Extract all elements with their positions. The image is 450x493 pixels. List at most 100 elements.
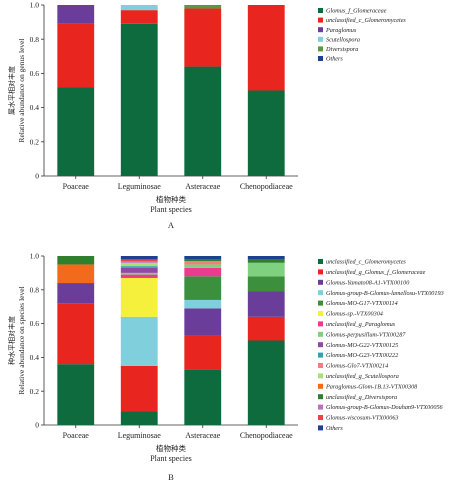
bar-segment[interactable] [120,277,158,317]
legend-item[interactable]: Glomus_f_Glomeraceae [318,8,387,15]
bar-segment[interactable] [247,291,285,317]
legend-swatch [318,36,323,42]
bar-segment[interactable] [247,256,285,260]
legend-item[interactable]: Glomus-MO-G22-VTX00125 [318,342,398,349]
legend-item[interactable]: Glomus-MO-G23-VTX00222 [318,352,398,359]
legend-item[interactable]: Scutellospora [318,36,360,43]
legend-item[interactable]: Paraglomus-Glom-1B.13-VTX00308 [318,383,418,390]
bar-segment[interactable] [120,261,158,263]
y-tick-label: 1.0 [30,1,40,10]
bar-segment[interactable] [120,266,158,268]
bar-segment[interactable] [247,276,285,292]
bar-segment[interactable] [184,369,222,425]
legend-item[interactable]: Glomus-perpusillum-VTX00287 [318,331,406,338]
bar-segment[interactable] [184,66,222,176]
x-axis-title-cn: 植物种类 [156,443,186,453]
legend-swatch [318,415,323,420]
bar-segment[interactable] [247,316,285,341]
bar-segment[interactable] [57,264,95,284]
y-tick-label: 0.6 [30,69,40,78]
legend-item[interactable]: Glomus-group-B-Glomus-Douhan9-VTX00056 [318,404,444,411]
x-tick-label: Poaceae [63,431,90,440]
legend-item[interactable]: Glomus-Yamato08-A1-VTX00100 [318,279,410,286]
legend-swatch [318,279,323,285]
bar-segment[interactable] [120,316,158,366]
legend-item[interactable]: Diversispora [318,46,358,53]
bar-segment[interactable] [247,259,285,263]
bar-segment[interactable] [184,8,222,67]
bar-segment[interactable] [120,23,158,177]
bar-segment[interactable] [184,264,222,268]
legend-item[interactable]: Glomus-group-B-Glomus-lamellosu-VTX00193 [318,290,444,297]
bar-segment[interactable] [184,308,222,336]
x-tick-label: Leguminosae [118,182,162,191]
legend-swatch [318,425,323,431]
bar-segment[interactable] [120,411,158,425]
bar-segment[interactable] [247,90,285,177]
bar-segment[interactable] [184,259,222,262]
legend-item[interactable]: Glomus-viscosum-VTX00063 [318,415,399,422]
y-tick-label: 0.2 [30,137,40,146]
legend-label: Others [326,425,343,432]
y-tick-label: 1.0 [30,252,40,261]
legend-label: Glomus-perpusillum-VTX00287 [326,331,406,338]
bar-segment[interactable] [247,5,285,91]
bar-segment[interactable] [120,267,158,273]
legend-swatch [318,56,323,61]
legend-item[interactable]: unclassified_g_Glomus_f_Glomeraceae [318,269,426,276]
y-axis-title: Relative abundance on species level [17,286,26,394]
legend-swatch [318,17,323,23]
bar-segment[interactable] [184,335,222,370]
bar-segment[interactable] [57,87,95,176]
bar-segment[interactable] [247,340,285,426]
y-tick-label: 0 [35,172,39,181]
legend-item[interactable]: unclassified_g_Diversispora [318,394,397,401]
y-axis-title-cn: 属水平相对丰度 [7,66,16,115]
bar-segment[interactable] [184,5,222,9]
legend-label: unclassified_g_Diversispora [326,394,397,401]
bar-segment[interactable] [184,256,222,260]
legend-item[interactable]: Glomus-Glo7-VTX00214 [318,363,388,370]
legend-label: Scutellospora [326,36,360,43]
legend-label: Glomus-MO-G23-VTX00222 [326,352,398,359]
legend-swatch [318,8,323,13]
bar-segment[interactable] [57,283,95,304]
bar-segment[interactable] [247,262,285,277]
bar-segment[interactable] [120,10,158,24]
bar-segment[interactable] [57,5,95,24]
bar-segment[interactable] [57,256,95,265]
y-axis-title: Relative abundance on genus level [17,38,26,142]
legend-item[interactable]: unclassified_g_Paraglomus [318,321,396,328]
bar-segment[interactable] [57,303,95,365]
legend-label: unclassified_g_Scutellospora [326,373,399,380]
bar-segment[interactable] [57,23,95,88]
bar-segment[interactable] [120,5,158,11]
bar-segment[interactable] [184,261,222,265]
bar-segment[interactable] [120,272,158,275]
legend-label: Glomus-sp.-VTX00304 [326,311,383,318]
bar-segment[interactable] [184,267,222,277]
bar-segment[interactable] [120,259,158,262]
legend-item[interactable]: Glomus-sp.-VTX00304 [318,311,383,318]
bar-segment[interactable] [184,299,222,309]
legend-item[interactable]: Others [318,425,343,432]
bar-segment[interactable] [120,365,158,412]
legend-item[interactable]: Others [318,56,343,63]
x-axis-title: Plant species [150,454,192,463]
x-tick-label: Leguminosae [118,431,162,440]
legend-item[interactable]: Paraglomus [318,27,357,34]
bar-segment[interactable] [120,262,158,267]
y-tick-label: 0.4 [30,103,40,112]
legend-label: Glomus-MO-G22-VTX00125 [326,342,398,349]
bar-segment[interactable] [57,364,95,425]
legend-item[interactable]: unclassified_g_Scutellospora [318,373,399,380]
legend-item[interactable]: unclassified_c_Glomeromycetes [318,17,406,24]
bar-segment[interactable] [120,256,158,260]
legend-item[interactable]: Glomus-MO-G17-VTX00114 [318,300,398,307]
x-tick-label: Chenopodiaceae [240,182,293,191]
bar-segment[interactable] [184,276,222,300]
bar-segment[interactable] [120,274,158,278]
legend-item[interactable]: unclassified_c_Glomeromycetes [318,259,406,266]
panel-label: B [168,472,174,482]
